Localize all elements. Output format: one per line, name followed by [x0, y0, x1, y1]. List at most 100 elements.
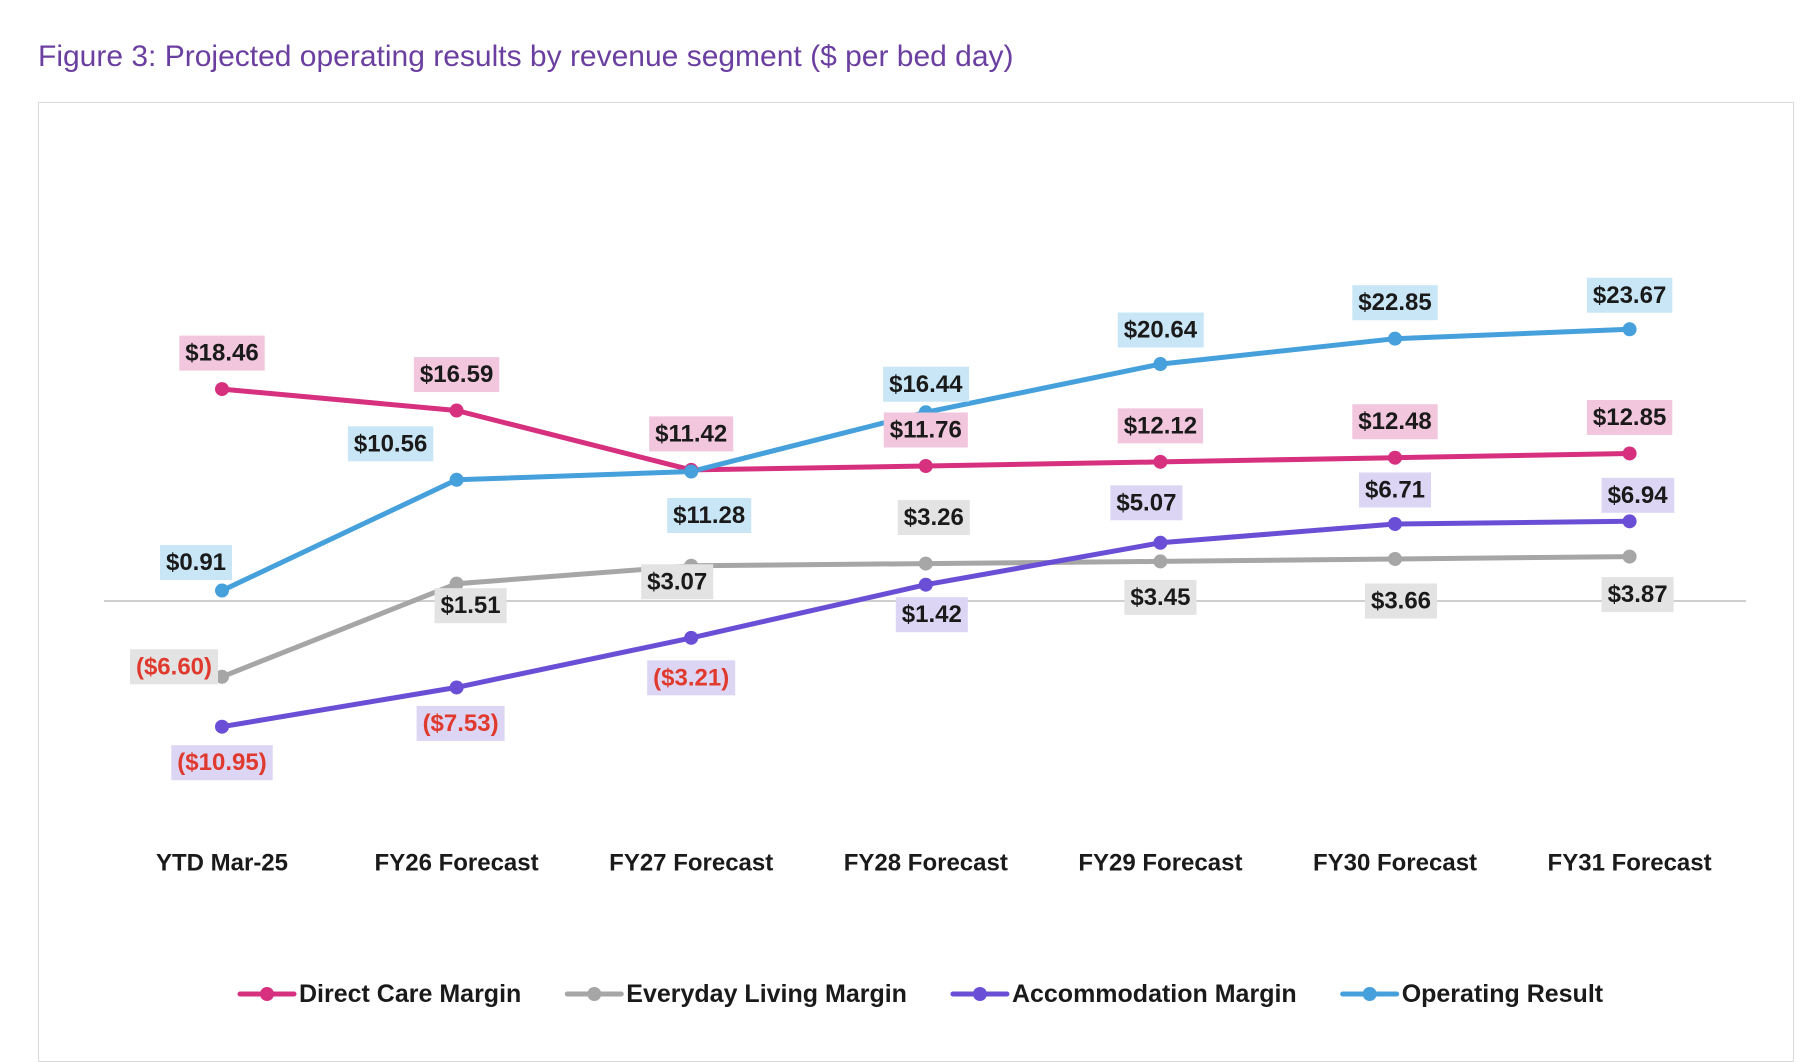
data-label-background	[641, 564, 714, 600]
legend-swatch-marker	[972, 987, 987, 1001]
data-label-operating-result: $11.28	[667, 498, 752, 534]
data-label-background	[413, 357, 500, 393]
data-label-text: $0.91	[166, 549, 226, 576]
data-label-background	[1586, 399, 1673, 435]
data-label-background	[1601, 477, 1675, 513]
data-point-direct-care	[215, 382, 229, 397]
data-point-everyday-living	[1622, 549, 1637, 564]
data-label-background	[649, 416, 734, 452]
data-point-operating-result	[1153, 357, 1168, 372]
data-label-text: $6.71	[1365, 476, 1425, 503]
data-label-text: $5.07	[1116, 489, 1176, 516]
data-label-text: ($6.60)	[136, 653, 212, 680]
data-label-everyday-living: $3.45	[1124, 579, 1197, 615]
data-point-accommodation	[449, 680, 464, 695]
x-tick-label: FY31 Forecast	[1548, 850, 1712, 877]
data-label-everyday-living: $3.07	[641, 564, 714, 600]
legend: Direct Care Margin Everyday Living Margin…	[237, 980, 1604, 1008]
data-label-text: $11.28	[673, 502, 745, 529]
data-label-everyday-living: $3.66	[1364, 583, 1438, 619]
data-label-operating-result: $10.56	[347, 426, 434, 462]
data-label-direct-care: $12.85	[1586, 399, 1673, 435]
data-label-background	[883, 366, 970, 402]
data-label-text: $3.26	[904, 504, 964, 531]
data-label-accommodation: $6.71	[1358, 472, 1432, 508]
data-point-accommodation	[684, 630, 699, 645]
legend-label: Operating Result	[1402, 980, 1604, 1008]
x-tick-label: FY28 Forecast	[844, 850, 1008, 877]
data-label-accommodation: $5.07	[1110, 485, 1183, 521]
data-label-text: $12.48	[1358, 408, 1431, 435]
data-label-background	[416, 705, 505, 741]
data-label-text: $11.76	[890, 416, 962, 443]
category-labels-group: YTD Mar-25 FY26 Forecast FY27 Forecast FY28…	[156, 850, 1712, 877]
data-label-text: $3.87	[1608, 581, 1668, 608]
series-markers-group	[215, 322, 1637, 734]
x-tick-label: FY26 Forecast	[375, 850, 539, 877]
data-labels-group: $18.46 $16.59 $11.42 $11.76 $12.12 $12.48 $12.…	[129, 277, 1675, 781]
data-label-text: $16.44	[889, 371, 963, 398]
data-label-text: ($7.53)	[423, 710, 499, 737]
data-label-background	[895, 597, 968, 633]
data-label-background	[1601, 577, 1674, 613]
data-label-text: $12.85	[1593, 404, 1666, 431]
data-label-text: $10.56	[354, 430, 427, 457]
data-label-accommodation: $1.42	[895, 597, 968, 633]
data-label-text: ($3.21)	[653, 664, 729, 691]
data-label-background	[897, 500, 970, 536]
data-point-direct-care	[918, 458, 933, 473]
data-point-direct-care	[449, 403, 464, 418]
data-label-background	[1352, 404, 1438, 440]
data-point-accommodation	[918, 577, 933, 592]
data-point-operating-result	[1388, 331, 1402, 346]
x-tick-label: FY27 Forecast	[609, 850, 773, 877]
data-label-text: $3.45	[1130, 584, 1190, 611]
line-chart: $18.46 $16.59 $11.42 $11.76 $12.12 $12.48 $12.…	[104, 277, 1746, 1008]
data-label-accommodation: $6.94	[1601, 477, 1675, 513]
data-label-everyday-living: $3.26	[897, 500, 970, 536]
data-point-accommodation	[1622, 514, 1637, 529]
data-label-direct-care: $18.46	[179, 335, 265, 371]
data-label-background	[647, 660, 736, 696]
data-label-everyday-living: $3.87	[1601, 577, 1674, 613]
data-label-background	[1364, 583, 1438, 619]
data-point-direct-care	[1153, 454, 1168, 469]
data-label-background	[347, 426, 434, 462]
data-label-background	[667, 498, 752, 534]
data-label-text: $22.85	[1358, 289, 1431, 316]
x-tick-label: YTD Mar-25	[156, 850, 288, 877]
data-label-text: $11.42	[655, 420, 727, 447]
legend-swatch-marker	[1362, 987, 1377, 1001]
data-label-everyday-living: $1.51	[434, 588, 507, 624]
data-label-background	[1117, 408, 1204, 444]
legend-label: Accommodation Margin	[1012, 980, 1297, 1008]
legend-swatch-marker	[587, 987, 602, 1001]
data-label-text: $18.46	[185, 340, 258, 367]
data-label-text: $16.59	[420, 361, 493, 388]
data-label-background	[883, 412, 968, 448]
data-label-direct-care: $12.48	[1352, 404, 1438, 440]
data-label-direct-care: $12.12	[1117, 408, 1204, 444]
data-label-text: $20.64	[1124, 317, 1198, 344]
data-point-direct-care	[1388, 450, 1402, 465]
data-point-everyday-living	[918, 556, 933, 571]
data-label-background	[1110, 485, 1183, 521]
data-label-operating-result: $20.64	[1117, 312, 1204, 348]
data-label-background	[129, 649, 219, 685]
data-label-operating-result: $23.67	[1586, 277, 1673, 313]
data-point-operating-result	[449, 472, 464, 487]
data-point-everyday-living	[1388, 551, 1402, 566]
data-label-operating-result: $22.85	[1352, 285, 1438, 321]
data-label-everyday-living: ($6.60)	[129, 649, 219, 685]
data-label-background	[1358, 472, 1432, 508]
data-label-direct-care: $16.59	[413, 357, 500, 393]
data-label-background	[159, 545, 233, 581]
data-label-background	[434, 588, 507, 624]
x-tick-label: FY29 Forecast	[1078, 850, 1242, 877]
legend-swatch-marker	[260, 987, 274, 1001]
data-label-background	[171, 745, 273, 781]
data-label-text: $23.67	[1593, 282, 1666, 309]
data-label-text: ($10.95)	[177, 749, 266, 776]
data-label-background	[1124, 579, 1197, 615]
data-label-operating-result: $16.44	[883, 366, 970, 402]
